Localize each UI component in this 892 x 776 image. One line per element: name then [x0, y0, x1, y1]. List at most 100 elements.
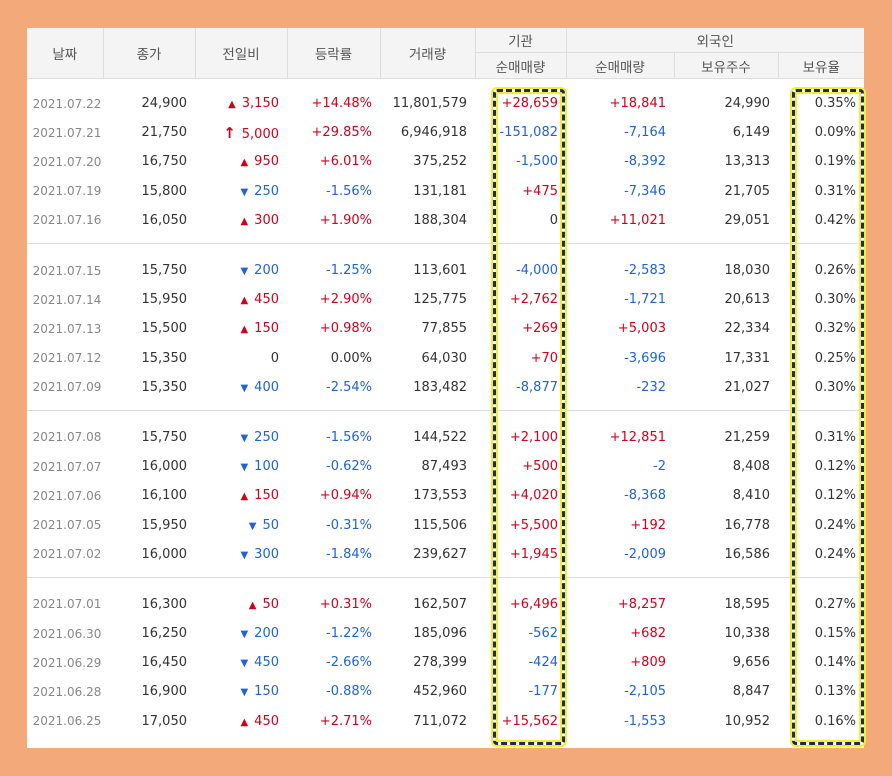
cell-date: 2021.07.01	[32, 597, 102, 612]
cell-change-value: 100	[254, 459, 279, 475]
cell-foreign-holdings: 16,778	[724, 517, 771, 533]
cell-volume: 144,522	[413, 429, 467, 445]
cell-change: ▲ 50	[195, 590, 287, 619]
cell-volume: 6,946,918	[400, 125, 467, 141]
cell-institution-net: -424	[528, 655, 558, 671]
cell-change-value: 450	[254, 292, 279, 308]
group-spacer	[27, 577, 864, 590]
cell-volume: 87,493	[421, 459, 468, 475]
cell-change: ▼ 50	[195, 510, 287, 539]
cell-rate: -1.56%	[326, 183, 372, 199]
cell-change-value: 200	[254, 263, 279, 279]
cell-date: 2021.06.30	[32, 626, 102, 641]
cell-change-value: 3,150	[241, 96, 279, 112]
table-row: 2021.07.09 15,350 ▼ 400 -2.54% 183,482 -8,877 -…	[27, 373, 864, 402]
header-institution-group: 기관	[474, 28, 566, 54]
cell-change-value: 300	[254, 212, 279, 228]
cell-foreign-ratio: 0.16%	[814, 713, 857, 729]
cell-date: 2021.07.08	[32, 430, 102, 445]
cell-foreign-ratio: 0.14%	[814, 655, 857, 671]
cell-change: ▼ 400	[195, 373, 287, 402]
cell-foreign-ratio: 0.30%	[814, 292, 857, 308]
cell-foreign-holdings: 21,259	[724, 429, 771, 445]
cell-foreign-ratio: 0.32%	[814, 321, 857, 337]
cell-date: 2021.07.12	[32, 351, 102, 366]
cell-change: ▼ 250	[195, 177, 287, 206]
cell-change: ▲ 450	[195, 707, 287, 736]
cell-volume: 64,030	[421, 350, 468, 366]
cell-change-value: 150	[254, 488, 279, 504]
cell-foreign-net: -8,368	[624, 488, 666, 504]
cell-institution-net: -151,082	[499, 125, 558, 141]
cell-foreign-net: -7,164	[624, 125, 666, 141]
cell-foreign-net: +8,257	[617, 596, 666, 612]
cell-rate: +0.94%	[319, 488, 372, 504]
cell-close: 15,950	[141, 292, 188, 308]
cell-foreign-ratio: 0.09%	[814, 125, 857, 141]
cell-volume: 131,181	[413, 183, 467, 199]
cell-change: ↑ 5,000	[195, 118, 287, 147]
cell-volume: 173,553	[413, 488, 467, 504]
cell-volume: 239,627	[413, 546, 467, 562]
cell-change: ▼ 100	[195, 452, 287, 481]
up-triangle-icon: ▲	[240, 295, 249, 307]
cell-change-value: 200	[254, 626, 279, 642]
cell-foreign-net: -2	[653, 459, 666, 475]
cell-foreign-net: +11,021	[609, 212, 666, 228]
cell-date: 2021.07.07	[32, 459, 102, 474]
spacer-row	[27, 79, 864, 90]
cell-change-value: 50	[262, 517, 279, 533]
cell-change: ▲ 300	[195, 206, 287, 235]
cell-close: 24,900	[141, 96, 188, 112]
cell-change-value: 250	[254, 429, 279, 445]
cell-change: ▲ 950	[195, 147, 287, 176]
cell-close: 16,750	[141, 154, 188, 170]
up-triangle-icon: ▲	[240, 215, 249, 227]
cell-date: 2021.06.29	[32, 655, 102, 670]
cell-volume: 77,855	[421, 321, 468, 337]
cell-foreign-ratio: 0.12%	[814, 459, 857, 475]
down-triangle-icon: ▼	[240, 186, 249, 198]
cell-rate: 0.00%	[330, 350, 372, 366]
cell-change-value: 450	[254, 655, 279, 671]
cell-close: 16,900	[141, 684, 188, 700]
table-row: 2021.07.02 16,000 ▼ 300 -1.84% 239,627 +1,945 -…	[27, 540, 864, 569]
cell-change-value: 400	[254, 379, 279, 395]
cell-change: ▲ 150	[195, 314, 287, 343]
table-row: 2021.07.22 24,900 ▲ 3,150 +14.48% 11,801,579 +…	[27, 89, 864, 118]
cell-foreign-holdings: 24,990	[724, 96, 771, 112]
cell-institution-net: -1,500	[516, 154, 558, 170]
cell-close: 15,350	[141, 350, 188, 366]
cell-volume: 115,506	[413, 517, 467, 533]
cell-foreign-ratio: 0.27%	[814, 596, 857, 612]
table-row: 2021.07.20 16,750 ▲ 950 +6.01% 375,252 -1,500 -…	[27, 147, 864, 176]
cell-rate: +6.01%	[319, 154, 372, 170]
cell-rate: +29.85%	[311, 125, 372, 141]
cell-rate: -1.84%	[326, 546, 372, 562]
cell-close: 15,350	[141, 379, 188, 395]
cell-close: 16,000	[141, 459, 188, 475]
cell-rate: -1.22%	[326, 626, 372, 642]
cell-change-value: 150	[254, 321, 279, 337]
cell-rate: -0.31%	[326, 517, 372, 533]
cell-foreign-holdings: 10,952	[724, 713, 771, 729]
header-foreign-group: 외국인	[565, 28, 864, 54]
table-row: 2021.07.05 15,950 ▼ 50 -0.31% 115,506 +5,500 +1…	[27, 510, 864, 539]
cell-institution-net: -8,877	[516, 379, 558, 395]
cell-volume: 11,801,579	[392, 96, 467, 112]
cell-institution-net: -177	[528, 684, 558, 700]
cell-volume: 711,072	[413, 713, 467, 729]
cell-institution-net: +6,496	[509, 596, 558, 612]
cell-change: ▼ 200	[195, 256, 287, 285]
cell-foreign-ratio: 0.30%	[814, 379, 857, 395]
group-divider	[27, 568, 864, 578]
down-triangle-icon: ▼	[240, 462, 249, 474]
table-row: 2021.07.01 16,300 ▲ 50 +0.31% 162,507 +6,496 +8…	[27, 590, 864, 619]
header-volume: 거래량	[379, 28, 475, 79]
cell-rate: -1.25%	[326, 263, 372, 279]
cell-rate: +14.48%	[311, 96, 372, 112]
table-row: 2021.07.07 16,000 ▼ 100 -0.62% 87,493 +500 -2 8,…	[27, 452, 864, 481]
cell-date: 2021.07.14	[32, 292, 102, 307]
cell-rate: -2.54%	[326, 379, 372, 395]
up-triangle-icon: ▲	[240, 157, 249, 169]
